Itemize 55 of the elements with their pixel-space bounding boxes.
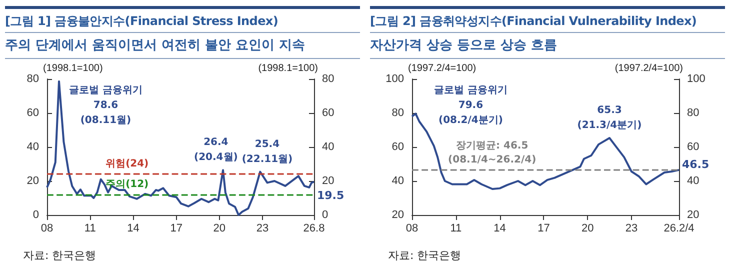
y2-tick-label: 20 [687,209,700,221]
x-tick-label: 11 [450,222,462,234]
annotation: 글로벌 금융위기 78.6 (08.11월) [69,85,142,126]
y2-tick-label: 40 [687,175,700,187]
chart-title: [그림 1] 금융불안지수(Financial Stress Index) [5,6,360,33]
text: 자료: 한국은행 [388,248,462,263]
x-tick-label: 26.8 [303,222,325,234]
y-tick-label: 80 [392,107,404,119]
y2-axis-title: (1998.1=100) [258,63,318,74]
x-tick-label: 17 [170,222,182,234]
y-tick-label: 40 [392,175,404,187]
y-tick-label: 40 [26,141,39,153]
annotation: 글로벌 금융위기 79.6 (08.2/4분기) [434,85,508,126]
y-tick-label: 60 [392,141,404,153]
line-series [411,112,680,190]
y-axis-title: (1998.1=100) [43,63,103,74]
y2-tick-label: 0 [322,209,328,221]
annotation: 19.5 [317,188,344,202]
x-tick-label: 20 [581,222,594,234]
y-axis-title: (1997.2/4=100) [408,63,476,74]
chart-subtitle: 자산가격 상승 등으로 상승 흐름 [370,33,725,59]
y-tick-label: 20 [26,175,39,187]
y2-tick-label: 60 [687,141,700,153]
annotation: 25.4 (22.11월) [242,138,293,165]
x-tick-label: 08 [40,222,54,234]
ref-line-label: 위험(24) [106,158,149,170]
x-tick-label: 26.2/4 [664,222,694,234]
y2-tick-label: 80 [687,107,700,119]
ref-line-label: 주의(12) [106,179,149,190]
x-tick-label: 20 [213,222,226,234]
text: 자료: 한국은행 [23,248,96,263]
x-tick-label: 11 [84,222,96,234]
y-tick-label: 60 [26,107,39,119]
y-tick-label: 100 [386,73,404,85]
y-tick-label: 20 [392,209,404,221]
x-tick-label: 23 [625,222,638,234]
annotation: 26.4 (20.4월) [194,137,238,164]
annotation: 65.3 (21.3/4분기) [577,104,642,131]
chart-title: [그림 2] 금융취약성지수(Financial Vulnerability Index) [370,6,725,33]
x-tick-label: 08 [406,222,418,234]
annotation: 46.5 [682,158,710,171]
x-tick-label: 14 [127,222,140,234]
y2-tick-label: 80 [322,73,334,85]
ref-line-label: 장기평균: 46.5 (08.1/4~26.2/4) [448,140,536,166]
y-tick-label: 0 [32,209,39,221]
y2-tick-label: 40 [322,141,334,153]
x-tick-label: 17 [538,222,550,234]
y2-tick-label: 60 [322,107,334,119]
y2-axis-title: (1997.2/4=100) [614,63,683,74]
y2-tick-label: 20 [322,175,334,187]
y-tick-label: 80 [26,73,39,85]
chart-subtitle: 주의 단계에서 움직이면서 여전히 불안 요인이 지속 [5,33,360,59]
x-tick-label: 14 [494,222,506,234]
x-tick-label: 23 [256,222,269,234]
y2-tick-label: 100 [687,73,706,85]
